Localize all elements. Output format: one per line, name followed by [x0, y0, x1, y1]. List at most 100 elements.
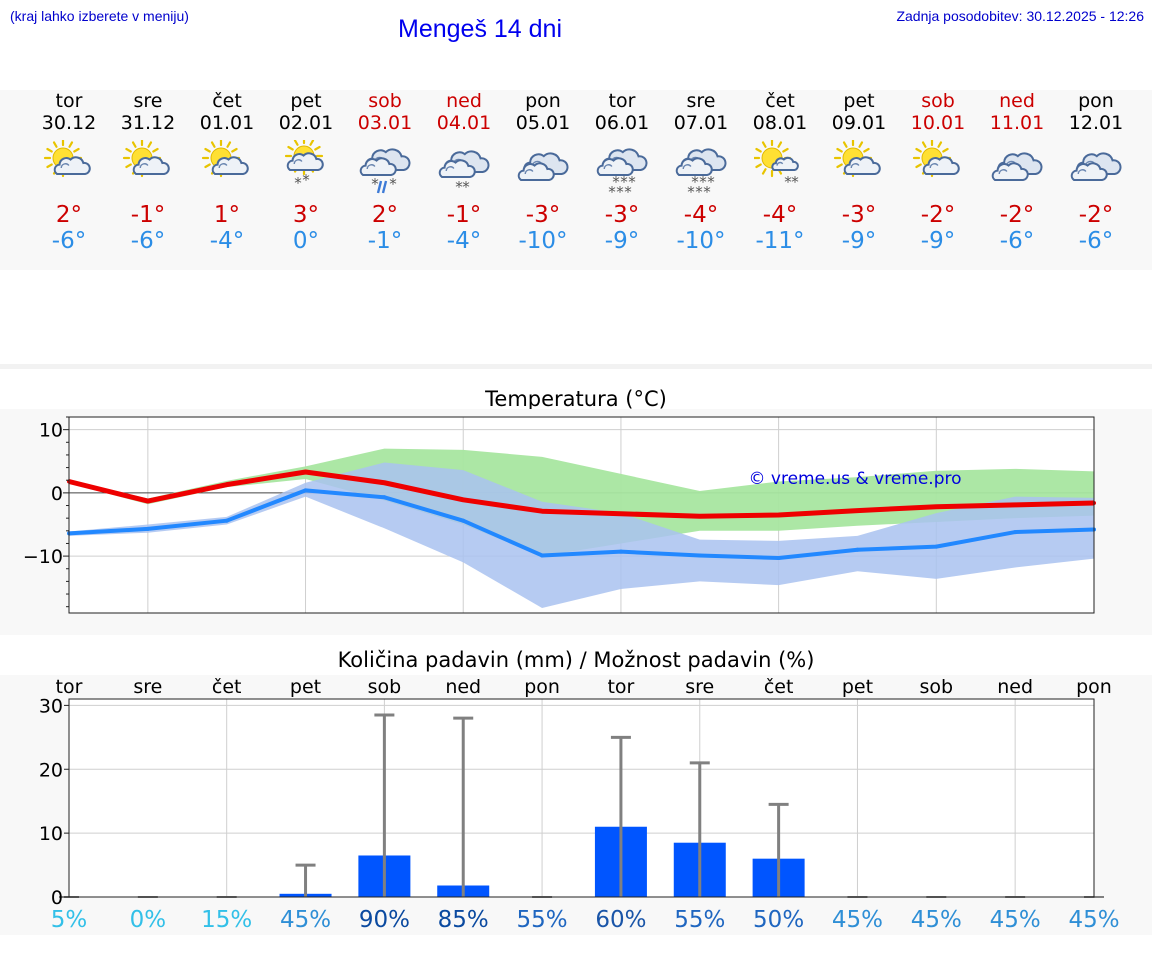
day-column: pon 12.01 -2° -6° [1056, 90, 1136, 254]
section-divider [0, 364, 1152, 369]
svg-text:*: * [699, 173, 707, 191]
day-date: 03.01 [357, 112, 413, 134]
day-column: čet 08.01 * * -4° -11° [740, 90, 820, 254]
precip-probability: 55% [674, 907, 725, 933]
max-temp-point [382, 480, 387, 485]
day-label: pet [842, 676, 873, 698]
temp-min: -9° [841, 228, 877, 254]
temp-max: 2° [55, 202, 83, 228]
min-temp-point [145, 526, 150, 531]
partly-cloudy-icon [43, 140, 91, 178]
precipitation-chart: tor sre čet pet sob ned pon tor sre čet pet sob ned p… [39, 676, 1120, 933]
watermark: © vreme.us & vreme.pro [748, 469, 961, 489]
precip-probability: 60% [595, 907, 646, 933]
precip-probability: 0% [130, 907, 167, 933]
max-temp-point [855, 508, 860, 513]
min-temp-point [461, 518, 466, 523]
temp-max: -4° [683, 202, 719, 228]
forecast-strip [0, 90, 1152, 270]
day-name: pon [1078, 90, 1114, 112]
partly-cloudy-snow-icon: * * [284, 140, 324, 192]
precip-probability: 15% [201, 907, 252, 933]
precip-probability: 90% [359, 907, 410, 933]
day-name: sob [921, 90, 955, 112]
day-name: ned [999, 90, 1035, 112]
day-label: tor [607, 676, 634, 698]
svg-text:*: * [302, 171, 310, 189]
day-date: 01.01 [199, 112, 255, 134]
day-name: sob [368, 90, 402, 112]
svg-text:*: * [791, 173, 799, 191]
cloudy-heavy-snow-icon: * * ** * * [675, 148, 727, 196]
day-label: sre [133, 676, 162, 698]
precip-probability: 45% [1068, 907, 1119, 933]
day-column: sob 03.01 * * 2° -1° [345, 90, 425, 254]
min-temp-point [776, 555, 781, 560]
min-range-band [69, 462, 1094, 608]
svg-text:*: * [612, 173, 620, 191]
cloudy-icon [1070, 152, 1122, 181]
svg-text:*: * [624, 183, 632, 196]
day-name: pet [290, 90, 322, 112]
last-updated: Zadnja posodobitev: 30.12.2025 - 12:26 [896, 8, 1144, 24]
day-name: sre [133, 90, 163, 112]
partly-cloudy-icon [201, 140, 249, 178]
temp-min: -4° [209, 228, 245, 254]
temp-max: -4° [762, 202, 798, 228]
temp-min: -4° [446, 228, 482, 254]
day-date: 02.01 [278, 112, 334, 134]
day-name: tor [55, 90, 83, 112]
precip-probability: 45% [911, 907, 962, 933]
temp-max: -3° [525, 202, 561, 228]
day-date: 07.01 [673, 112, 729, 134]
temp-max: 1° [213, 202, 241, 228]
day-date: 09.01 [831, 112, 887, 134]
max-temp-point [618, 511, 623, 516]
max-temp-point [145, 499, 150, 504]
plot-frame [68, 698, 1095, 898]
day-date: 11.01 [989, 112, 1045, 134]
day-label: čet [212, 676, 242, 698]
y-tick-label: 10 [39, 823, 63, 845]
day-date: 30.12 [41, 112, 97, 134]
partly-cloudy-icon [122, 140, 170, 178]
temp-max: -3° [604, 202, 640, 228]
day-label: pon [524, 676, 560, 698]
temp-min: -6° [1078, 228, 1114, 254]
temp-max: -3° [841, 202, 877, 228]
min-temp-point [697, 553, 702, 558]
y-tick-label: 30 [39, 695, 63, 717]
precip-probability: 50% [753, 907, 804, 933]
day-name: čet [212, 90, 242, 112]
day-column: sob 10.01 -2° -9° [898, 90, 978, 254]
day-label: čet [764, 676, 794, 698]
max-temp-point [540, 509, 545, 514]
cloudy-snow-icon: * * [438, 150, 490, 196]
day-date: 05.01 [515, 112, 571, 134]
day-label: pet [290, 676, 321, 698]
y-tick-label: 0 [51, 887, 63, 909]
temp-min: -6° [130, 228, 166, 254]
min-temp-point [224, 518, 229, 523]
day-column: pet 02.01 * * 3° 0° [266, 90, 346, 254]
temp-min: -9° [604, 228, 640, 254]
temp-max: -2° [999, 202, 1035, 228]
temp-min: -6° [51, 228, 87, 254]
location-hint: (kraj lahko izberete v meniju) [10, 8, 189, 24]
temp-min: -6° [999, 228, 1035, 254]
temp-max: -1° [446, 202, 482, 228]
temp-max: 3° [292, 202, 320, 228]
day-column: tor 30.12 2° -6° [29, 90, 109, 254]
temp-min: -10° [676, 228, 726, 254]
svg-text:*: * [784, 173, 792, 191]
max-temp-point [303, 470, 308, 475]
precip-probability: 85% [438, 907, 489, 933]
svg-text:*: * [703, 183, 711, 196]
min-temp-point [934, 544, 939, 549]
cloudy-heavy-snow-icon: * * ** * * [596, 148, 648, 196]
min-temp-point [1013, 530, 1018, 535]
y-tick-label: −10 [23, 546, 63, 568]
temp-max: 2° [371, 202, 399, 228]
day-name: sre [686, 90, 716, 112]
temperature-chart-title: Temperatura (°C) [485, 387, 667, 411]
